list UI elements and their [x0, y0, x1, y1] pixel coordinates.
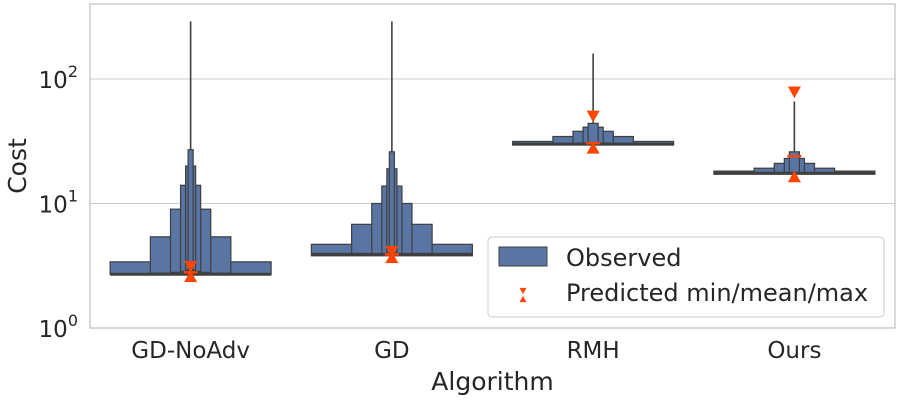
y-tick-exponent: 2	[68, 62, 78, 81]
legend-frame	[487, 236, 885, 318]
predicted-max-marker	[787, 86, 801, 99]
x-axis-label: Algorithm	[431, 367, 553, 396]
y-tick-label: 100	[39, 311, 78, 343]
boxen-gd-noadv	[109, 21, 272, 283]
y-tick-exponent: 1	[68, 186, 78, 205]
y-tick-exponent: 0	[68, 311, 78, 330]
predicted-min-marker	[385, 251, 399, 264]
y-tick-label: 102	[39, 62, 78, 94]
predicted-max-marker	[586, 110, 600, 123]
x-tick-label: RMH	[567, 338, 620, 364]
legend-label-observed: Observed	[566, 244, 681, 272]
box-level	[388, 151, 395, 253]
legend-swatch-triangle-down	[519, 287, 527, 295]
box-level	[187, 149, 194, 271]
x-tick-label: Ours	[767, 338, 821, 364]
legend-swatch-triangle-up	[519, 295, 527, 303]
y-axis-label: Cost	[3, 138, 32, 194]
legend: Observed Predicted min/mean/max	[487, 236, 885, 318]
y-tick-base: 10	[39, 192, 68, 218]
plot-frame	[89, 3, 896, 329]
x-tick-label: GD-NoAdv	[131, 338, 250, 364]
legend-swatch-observed	[498, 246, 548, 267]
predicted-min-marker	[586, 141, 600, 154]
y-tick-base: 10	[39, 68, 68, 94]
x-tick-label: GD	[374, 338, 410, 364]
box-level	[587, 122, 599, 145]
y-tick-base: 10	[39, 317, 68, 343]
predicted-max-marker	[184, 260, 198, 273]
y-tick-label: 101	[39, 186, 78, 218]
boxen-ours	[713, 86, 876, 183]
plot-area	[109, 21, 876, 283]
predicted-min-marker	[184, 270, 198, 283]
boxen-gd	[310, 21, 473, 264]
predicted-min-marker	[787, 170, 801, 183]
legend-label-predicted: Predicted min/mean/max	[566, 279, 868, 307]
boxen-rmh	[512, 53, 675, 154]
